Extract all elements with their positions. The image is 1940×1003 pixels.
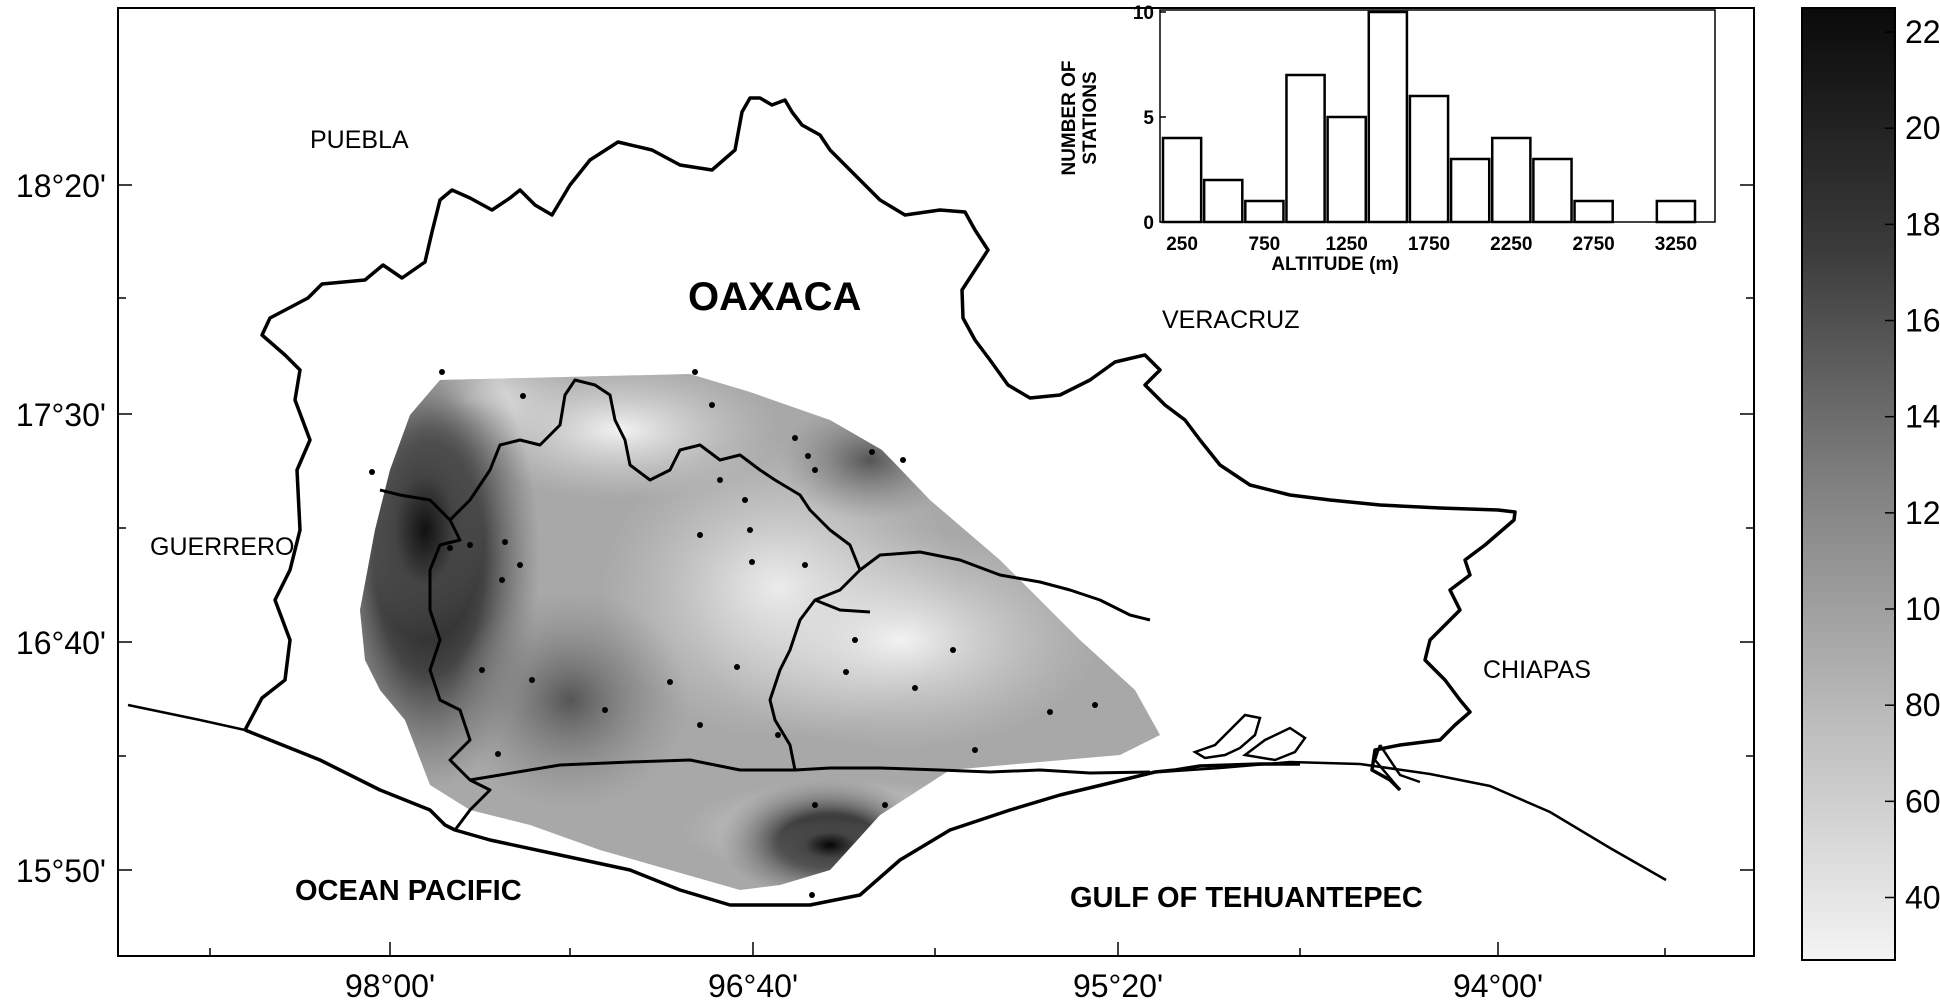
histogram-bar bbox=[1326, 115, 1368, 224]
region-boundaries bbox=[379, 378, 1151, 831]
label-oaxaca: OAXACA bbox=[688, 275, 861, 319]
lon-label-94-00: 94°00' bbox=[1453, 968, 1543, 1003]
label-chiapas: CHIAPAS bbox=[1483, 656, 1591, 684]
histogram-bar bbox=[1202, 178, 1244, 224]
label-guerrero: GUERRERO bbox=[150, 533, 294, 561]
colorbar-tick-label: 1200 bbox=[1905, 495, 1940, 531]
lat-label-18-20: 18°20' bbox=[16, 168, 106, 204]
lat-label-16-40: 16°40' bbox=[16, 625, 106, 661]
histogram-x-tick-label: 750 bbox=[1249, 234, 1281, 255]
histogram-y-tick-label: 0 bbox=[1143, 213, 1154, 234]
chiapas-coast-detail bbox=[1373, 744, 1421, 791]
axis-ticks bbox=[118, 184, 1754, 956]
lon-label-98-00: 98°00' bbox=[345, 968, 435, 1003]
histogram-x-tick-label: 250 bbox=[1166, 234, 1198, 255]
histogram-y-tick-label: 5 bbox=[1143, 108, 1154, 129]
label-veracruz: VERACRUZ bbox=[1162, 306, 1300, 334]
histogram-bar bbox=[1367, 10, 1409, 224]
histogram-bar bbox=[1285, 73, 1326, 224]
histogram-x-tick-label: 2250 bbox=[1490, 234, 1532, 255]
colorbar-tick-label: 600 bbox=[1905, 783, 1940, 819]
lon-label-96-40: 96°40' bbox=[708, 968, 798, 1003]
histogram-bar bbox=[1408, 94, 1450, 224]
inset-ylabel-line2: STATIONS bbox=[1080, 71, 1101, 164]
histogram-bar bbox=[1655, 199, 1697, 224]
altitude-histogram-inset: 250 750 1250 1750 2250 2750 3250 0 5 10 NUMBER OF… bbox=[1059, 3, 1716, 275]
colorbar-tick-label: 1800 bbox=[1905, 206, 1940, 242]
label-gulf-of-tehuantepec: GULF OF TEHUANTEPEC bbox=[1070, 882, 1423, 914]
oaxaca-coast bbox=[244, 728, 1300, 907]
colorbar-tick-label: 800 bbox=[1905, 687, 1940, 723]
label-ocean-pacific: OCEAN PACIFIC bbox=[295, 875, 522, 907]
oaxaca-boundary bbox=[243, 96, 1517, 792]
histogram-x-tick-label: 1750 bbox=[1408, 234, 1450, 255]
histogram-bar bbox=[1244, 199, 1285, 224]
colorbar-ticks: 2200 2000 1800 1600 1400 1200 1000 800 600 400 bbox=[1885, 14, 1940, 915]
histogram-x-tick-label: 1250 bbox=[1326, 234, 1368, 255]
inset-ylabel-line1: NUMBER OF bbox=[1059, 60, 1080, 175]
map-frame bbox=[117, 7, 1755, 957]
histogram-bar bbox=[1532, 157, 1573, 224]
colorbar-tick-label: 1600 bbox=[1905, 303, 1940, 339]
histogram-y-tick-label: 10 bbox=[1133, 3, 1154, 24]
histogram-x-tick-label: 3250 bbox=[1655, 234, 1697, 255]
colorbar-tick-label: 2000 bbox=[1905, 110, 1940, 146]
histogram-bar bbox=[1573, 199, 1614, 224]
lagoon bbox=[1192, 713, 1307, 762]
inset-xlabel: ALTITUDE (m) bbox=[1271, 254, 1398, 275]
colorbar-tick-label: 2200 bbox=[1905, 14, 1940, 50]
histogram-bar bbox=[1490, 136, 1532, 224]
colorbar-tick-label: 400 bbox=[1905, 879, 1940, 915]
histogram-x-tick-label: 2750 bbox=[1572, 234, 1614, 255]
colorbar-tick-label: 1000 bbox=[1905, 591, 1940, 627]
coastline bbox=[127, 703, 1667, 882]
lon-label-95-20: 95°20' bbox=[1073, 968, 1163, 1003]
colorbar bbox=[1801, 7, 1896, 961]
colorbar-tick-label: 1400 bbox=[1905, 399, 1940, 435]
histogram-bar bbox=[1161, 136, 1203, 224]
histogram-bar bbox=[1449, 157, 1491, 224]
label-puebla: PUEBLA bbox=[310, 126, 409, 154]
station-markers bbox=[369, 369, 1098, 898]
lat-label-17-30: 17°30' bbox=[16, 397, 106, 433]
altitude-contour-field bbox=[360, 374, 1160, 890]
lat-label-15-50: 15°50' bbox=[16, 853, 106, 889]
